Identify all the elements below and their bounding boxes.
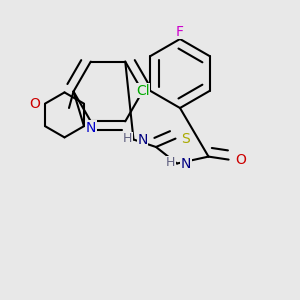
Text: N: N <box>85 121 96 135</box>
Text: H: H <box>123 132 132 146</box>
Text: N: N <box>181 157 191 170</box>
Text: O: O <box>235 153 246 166</box>
Text: S: S <box>181 132 190 145</box>
Text: N: N <box>137 133 148 146</box>
Text: Cl: Cl <box>136 84 149 98</box>
Text: H: H <box>166 156 176 170</box>
Text: O: O <box>30 97 40 111</box>
Text: F: F <box>176 25 184 38</box>
